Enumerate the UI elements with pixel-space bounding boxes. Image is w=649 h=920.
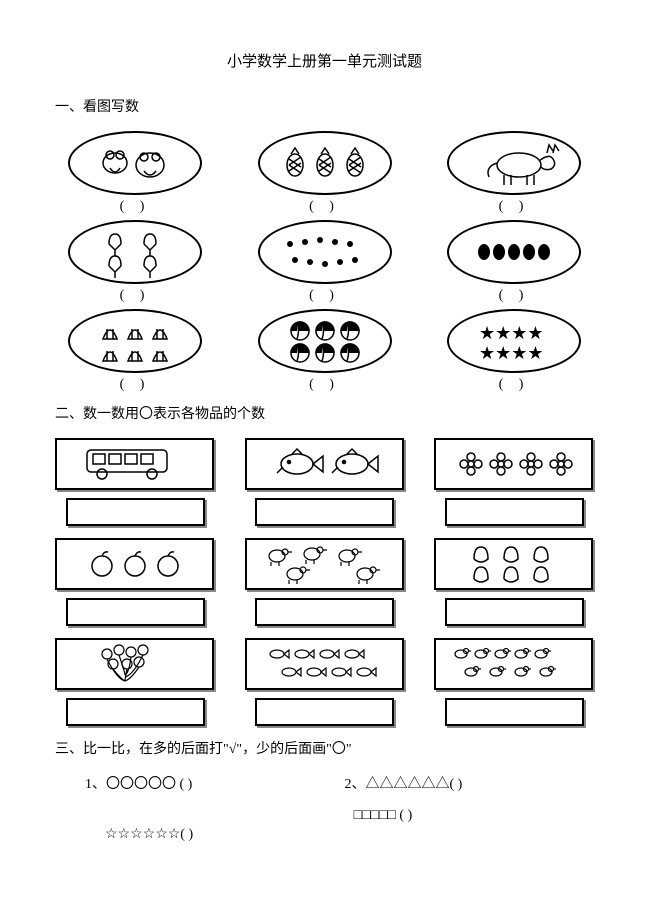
q1-ellipse-animals xyxy=(68,131,202,195)
q1-ellipse-frogs xyxy=(258,220,392,284)
q1-row-1: ( ) ( ) xyxy=(55,131,594,215)
q1-ellipse-stars: ★★★★ ★★★★ xyxy=(447,309,581,373)
q2-answer-box xyxy=(66,698,205,726)
section-3-heading: 三、比一比，在多的后面打"√"，少的后面画"〇" xyxy=(55,738,594,758)
section-2-heading: 二、数一数用〇表示各物品的个数 xyxy=(55,403,594,423)
q1-ellipse-balls xyxy=(258,309,392,373)
q2-answer-box xyxy=(66,498,205,526)
q1-ellipse-shells xyxy=(68,309,202,373)
q1-row-2: ( ) ( ) ( xyxy=(55,220,594,304)
q1-ellipse-tulips xyxy=(68,220,202,284)
q2-box-flowers xyxy=(434,438,593,490)
q2-box-small-fish xyxy=(245,638,404,690)
q2-answer-box xyxy=(445,498,584,526)
q2-box-fish xyxy=(245,438,404,490)
answer-paren: ( ) xyxy=(245,377,405,393)
q2-box-peaches xyxy=(434,538,593,590)
q2-row-1 xyxy=(55,438,594,526)
answer-paren: ( ) xyxy=(55,377,215,393)
q2-answer-box xyxy=(66,598,205,626)
q2-row-3 xyxy=(55,638,594,726)
q1-ellipse-pineapples xyxy=(258,131,392,195)
answer-paren: ( ) xyxy=(245,288,405,304)
q2-row-2 xyxy=(55,538,594,626)
q1-row-3: ( ) ( ) xyxy=(55,309,594,393)
svg-text:★★★★: ★★★★ xyxy=(479,343,544,363)
q2-box-bus xyxy=(55,438,214,490)
q2-answer-box xyxy=(255,598,394,626)
q2-box-chickens xyxy=(245,538,404,590)
q3-2-squares: □□□□□ ( ) xyxy=(354,808,564,843)
page-title: 小学数学上册第一单元测试题 xyxy=(55,50,594,71)
q2-answer-box xyxy=(445,598,584,626)
q2-answer-box xyxy=(255,498,394,526)
q1-ellipse-donkey xyxy=(447,131,581,195)
answer-paren: ( ) xyxy=(434,199,594,215)
q2-box-balloons xyxy=(55,638,214,690)
svg-text:★★★★: ★★★★ xyxy=(479,323,544,343)
section-1-heading: 一、看图写数 xyxy=(55,96,594,116)
answer-paren: ( ) xyxy=(434,288,594,304)
answer-paren: ( ) xyxy=(434,377,594,393)
q2-box-ducks xyxy=(434,638,593,690)
q3-block: 1、〇〇〇〇〇 ( ) 2、△△△△△△( ) ☆☆☆☆☆☆( ) □□□□□ … xyxy=(55,773,594,843)
q1-ellipse-beans xyxy=(447,220,581,284)
answer-paren: ( ) xyxy=(55,199,215,215)
q2-answer-box xyxy=(255,698,394,726)
q3-2-triangles: 2、△△△△△△( ) xyxy=(344,773,564,793)
answer-paren: ( ) xyxy=(55,288,215,304)
answer-paren: ( ) xyxy=(245,199,405,215)
q3-1-circles: 1、〇〇〇〇〇 ( ) xyxy=(85,773,344,793)
q2-answer-box xyxy=(445,698,584,726)
q2-box-apples xyxy=(55,538,214,590)
q3-1-stars: ☆☆☆☆☆☆( ) xyxy=(105,826,354,843)
